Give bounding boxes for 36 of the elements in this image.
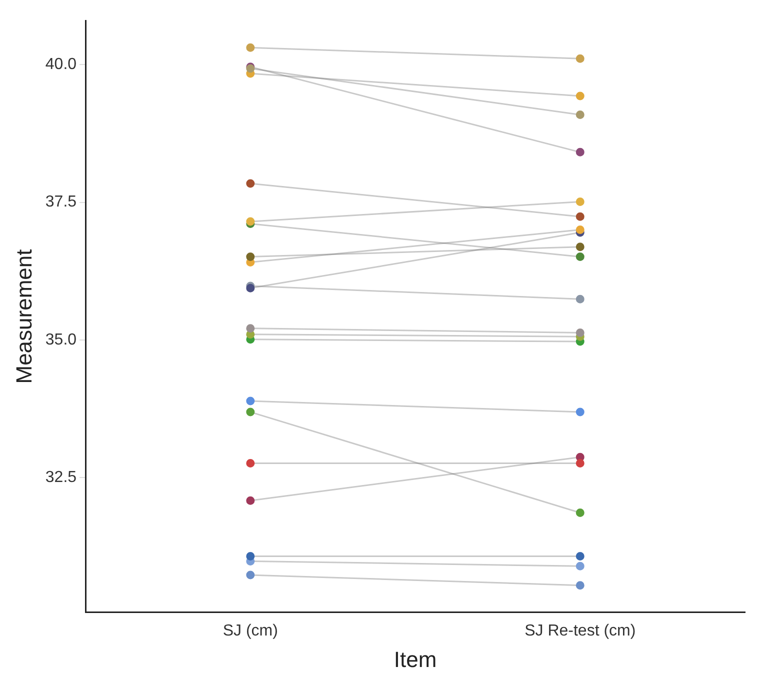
point (576, 408, 584, 416)
point (576, 54, 584, 63)
y-tick-label: 37.5 (45, 194, 77, 211)
point (246, 570, 255, 580)
point (576, 294, 584, 304)
point (576, 252, 584, 262)
point (576, 197, 584, 206)
point (576, 508, 584, 518)
point (246, 396, 255, 406)
y-axis-title: Measurement (11, 249, 36, 384)
point (576, 562, 584, 570)
point (246, 552, 255, 560)
point (246, 496, 255, 505)
point (576, 92, 584, 100)
point (246, 324, 255, 333)
y-tick-label: 35.0 (45, 331, 77, 348)
y-tick-label: 32.5 (45, 468, 77, 486)
point (246, 43, 255, 52)
y-tick-label: 40.0 (45, 56, 77, 74)
point (576, 458, 584, 468)
point (576, 552, 584, 560)
point (576, 242, 584, 252)
x-axis-title: Item (394, 646, 437, 672)
point (576, 110, 584, 119)
point (246, 252, 255, 262)
point (246, 458, 255, 468)
point (246, 408, 255, 416)
point (246, 179, 255, 188)
point (576, 328, 584, 337)
point (576, 226, 584, 234)
point (246, 217, 255, 226)
point (576, 148, 584, 156)
x-tick-label: SJ Re-test (cm) (524, 622, 636, 640)
x-tick-label: SJ (cm) (222, 622, 278, 640)
point (576, 212, 584, 221)
point (576, 581, 584, 590)
